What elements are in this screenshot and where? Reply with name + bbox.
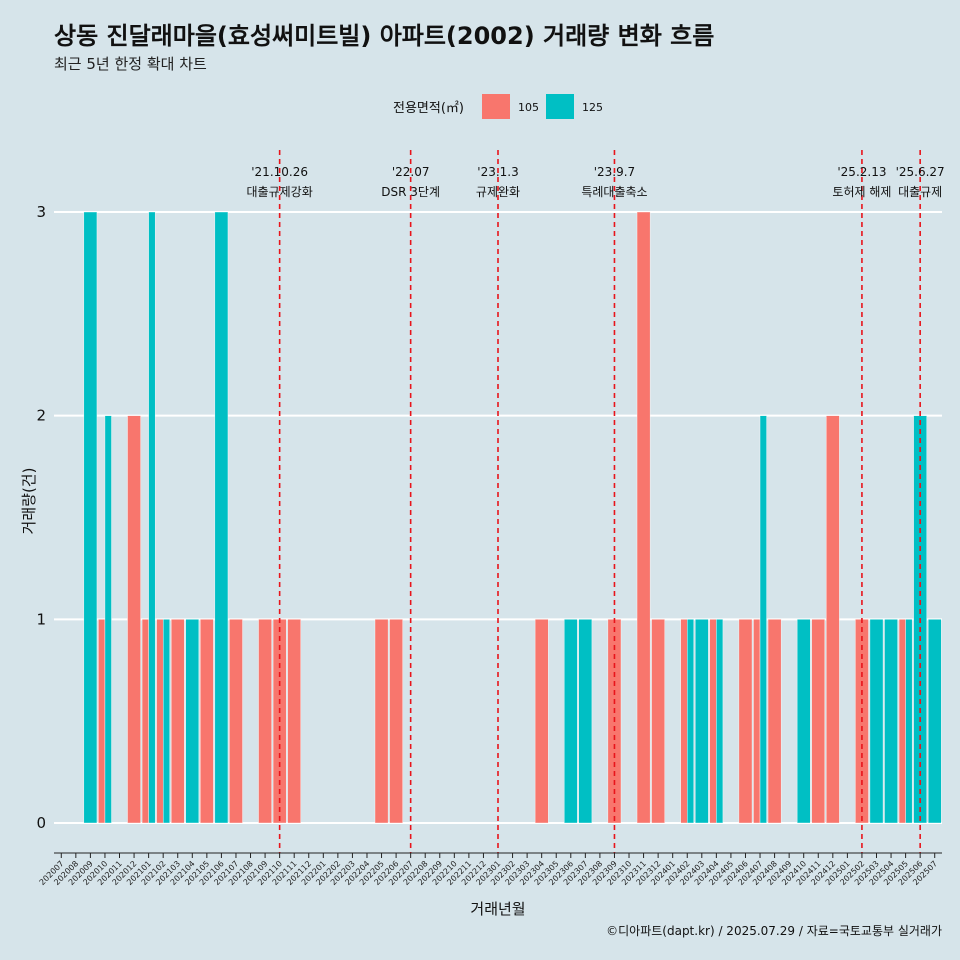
bar-105-202206 (389, 619, 403, 824)
bar-125-202306 (564, 619, 578, 824)
event-date: '25.6.27 (896, 165, 945, 179)
x-axis-label: 거래년월 (470, 900, 525, 918)
bar-105-202407 (753, 619, 761, 824)
bar-125-202410 (796, 619, 811, 824)
y-axis-ticks: 0 1 2 3 (36, 203, 46, 832)
bar-125-202404 (716, 619, 724, 824)
caption: ©디아파트(dapt.kr) / 2025.07.29 / 자료=국토교통부 실… (606, 924, 942, 938)
bar-105-202312 (651, 619, 665, 824)
bar-105-202404 (709, 619, 717, 824)
bar-105-202505 (898, 619, 906, 824)
legend-label-105: 105 (518, 101, 539, 114)
legend-label-125: 125 (582, 101, 603, 114)
bar-105-202205 (374, 619, 389, 824)
bar-105-202103 (170, 619, 185, 824)
bar-105-202109 (258, 619, 272, 824)
bar-105-202012 (127, 415, 141, 824)
event-label: 대출규제강화 (247, 185, 313, 199)
event-date: '21.10.26 (251, 165, 308, 179)
bar-105-202411 (811, 619, 826, 824)
bar-125-202104 (185, 619, 200, 824)
bar-125-202307 (578, 619, 593, 824)
bar-125-202106 (214, 211, 229, 824)
bar-125-202402 (687, 619, 694, 824)
event-date: '23.9.7 (594, 165, 635, 179)
bar-105-202010 (98, 619, 106, 824)
bar-105-202408 (767, 619, 782, 824)
bar-125-202102 (162, 619, 170, 824)
bar-105-202101 (141, 619, 149, 824)
y-tick-label: 1 (36, 610, 46, 628)
bar-105-202111 (287, 619, 301, 824)
bar-125-202504 (884, 619, 898, 824)
event-label: 특례대출축소 (581, 185, 647, 199)
y-axis-label: 거래량(건) (20, 468, 38, 535)
y-tick-label: 2 (36, 407, 46, 425)
bar-105-202304 (534, 619, 549, 824)
bars (83, 211, 942, 824)
bar-105-202105 (200, 619, 214, 824)
legend-title: 전용면적(㎡) (393, 101, 464, 116)
bar-125-202503 (869, 619, 884, 824)
legend-swatch-125 (546, 94, 574, 119)
event-date: '22.07 (392, 165, 430, 179)
event-date: '23.1.3 (477, 165, 518, 179)
legend: 전용면적(㎡) 105 125 (393, 94, 603, 119)
event-date: '25.2.13 (837, 165, 886, 179)
legend-swatch-105 (482, 94, 510, 119)
bar-125-202010 (104, 415, 112, 824)
bar-125-202403 (695, 619, 709, 824)
bar-105-202107 (229, 619, 243, 824)
bar-105-202412 (826, 415, 840, 824)
bar-105-202102 (156, 619, 164, 824)
bar-125-202407 (759, 415, 767, 824)
bar-105-202406 (738, 619, 753, 824)
bar-125-202505 (905, 619, 913, 824)
x-axis: 2020072020082020092020102020112020122021… (38, 852, 942, 887)
bar-125-202507 (927, 619, 942, 824)
bar-125-202009 (83, 211, 98, 824)
event-label: DSR 3단계 (381, 185, 440, 199)
y-tick-label: 3 (36, 203, 46, 221)
event-markers: '21.10.26 대출규제강화 '22.07 DSR 3단계 '23.1.3 규제완화 '… (247, 150, 945, 853)
event-label: 규제완화 (476, 185, 520, 199)
bar-105-202311 (636, 211, 651, 824)
chart-title: 상동 진달래마을(효성써미트빌) 아파트(2002) 거래량 변화 흐름 (54, 22, 714, 50)
bar-125-202101 (148, 211, 156, 824)
event-label: 대출규제 (898, 185, 942, 199)
y-tick-label: 0 (36, 814, 46, 832)
chart-subtitle: 최근 5년 한정 확대 차트 (54, 55, 207, 73)
event-label: 토허제 해제 (832, 185, 891, 199)
bar-105-202402 (680, 619, 688, 824)
